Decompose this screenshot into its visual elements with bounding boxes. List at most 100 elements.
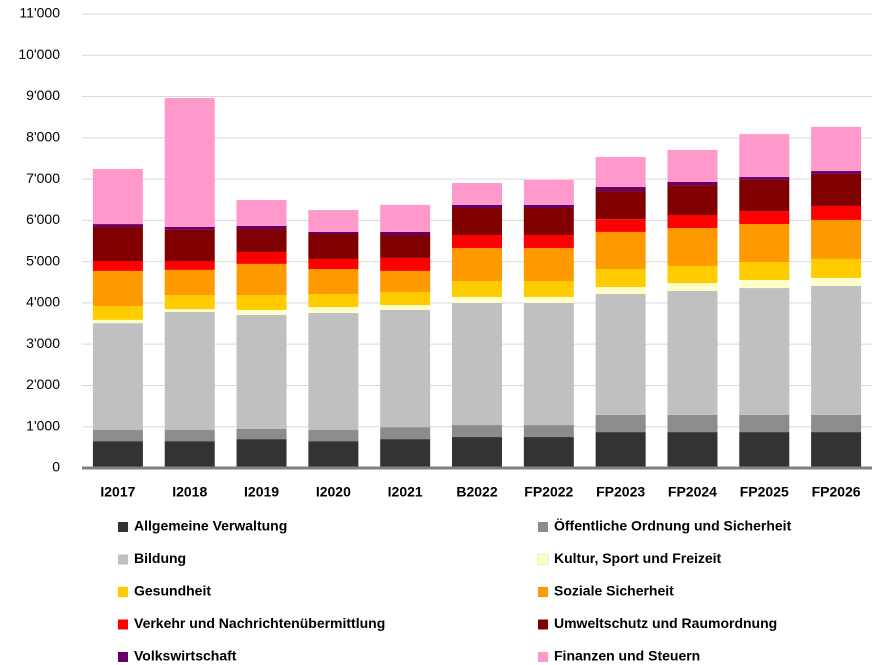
bar-segment [667, 185, 718, 215]
legend-label: Soziale Sicherheit [554, 583, 674, 599]
bar-segment [380, 231, 431, 236]
legend-marker [538, 652, 548, 662]
x-tick-label: FP2026 [812, 484, 861, 500]
bar-segment [811, 205, 862, 220]
bar-segment [164, 295, 215, 310]
bar-segment [380, 291, 431, 305]
bar-segment [667, 432, 718, 468]
bar-segment [523, 425, 574, 438]
bar-segment [308, 258, 359, 270]
bar-segment [164, 97, 215, 227]
y-tick-label: 11'000 [19, 5, 60, 21]
x-tick-label: I2021 [388, 484, 423, 500]
bar-segment [739, 179, 790, 212]
bar-segment [380, 304, 431, 310]
y-tick-label: 10'000 [18, 46, 60, 62]
bar-segment [236, 295, 287, 310]
bar-segment [236, 225, 287, 230]
bar-segment [236, 439, 287, 468]
bar-segment [92, 441, 143, 468]
bar-segment [164, 229, 215, 262]
bar-segment [523, 437, 574, 468]
bar-segment [667, 214, 718, 228]
legend-label: Volkswirtschaft [134, 648, 237, 664]
bar-segment [380, 204, 431, 232]
bar-segment [811, 258, 862, 278]
y-tick-label: 1'000 [26, 417, 60, 433]
bar-segment [811, 414, 862, 433]
legend-marker [118, 554, 128, 565]
bar-segment [811, 173, 862, 206]
bar-segment [380, 257, 431, 271]
x-tick-label: FP2025 [740, 484, 789, 500]
bar-segment [164, 261, 215, 270]
x-tick-label: I2018 [172, 484, 207, 500]
x-tick-label: B2022 [456, 484, 497, 500]
legend-marker [118, 522, 128, 532]
y-tick-label: 6'000 [26, 211, 60, 227]
bar-segment [452, 248, 502, 282]
bar-segment [667, 149, 718, 182]
bar-segment [164, 311, 215, 431]
legend-label: Umweltschutz und Raumordnung [554, 615, 777, 631]
bar-segment [595, 414, 646, 433]
legend-marker [538, 587, 548, 597]
bar-segment [811, 219, 862, 259]
bar-segment [595, 231, 646, 270]
bar-segment [523, 204, 574, 208]
bar-segment [739, 288, 790, 415]
y-tick-label: 9'000 [26, 87, 60, 103]
bar-segment [667, 265, 718, 284]
bar-segment [739, 262, 790, 281]
bar-segment [92, 306, 143, 320]
bar-segment [667, 283, 718, 291]
bar-segment [811, 277, 862, 286]
bar-segment [308, 430, 359, 442]
y-tick-label: 8'000 [26, 129, 60, 145]
bar-segment [595, 219, 646, 232]
bar-segment [452, 183, 502, 205]
bar-segment [92, 323, 143, 431]
bar-segment [595, 287, 646, 295]
x-tick-label: FP2024 [668, 484, 717, 500]
bar-segment [739, 211, 790, 225]
bar-segment [236, 199, 287, 226]
bar-segment [236, 309, 287, 315]
x-tick-label: I2017 [100, 484, 135, 500]
legend-label: Öffentliche Ordnung und Sicherheit [554, 518, 792, 534]
bar-segment [164, 309, 215, 312]
bar-segment [236, 251, 287, 264]
bar-segment [92, 224, 143, 227]
y-tick-label: 0 [52, 459, 60, 475]
bar-segment [452, 302, 502, 426]
bar-segment [811, 432, 862, 468]
bar-segment [523, 235, 574, 249]
bar-segment [164, 269, 215, 296]
bar-segment [523, 281, 574, 297]
bar-segment [595, 157, 646, 187]
bar-segment [452, 207, 502, 236]
bar-segment [452, 235, 502, 249]
bar-segment [380, 427, 431, 440]
bar-segment [92, 226, 143, 262]
bar-segment [308, 269, 359, 295]
bar-segment [811, 171, 862, 174]
bar-segment [308, 294, 359, 308]
bar-segment [452, 296, 502, 303]
x-tick-label: I2019 [244, 484, 279, 500]
y-tick-label: 4'000 [26, 294, 60, 310]
legend-label: Gesundheit [134, 583, 211, 599]
bar-segment [595, 191, 646, 220]
y-tick-label: 5'000 [26, 252, 60, 268]
x-tick-label: I2020 [316, 484, 351, 500]
legend-marker [118, 652, 128, 662]
bar-segment [308, 210, 359, 232]
bar-segment [380, 270, 431, 292]
bar-segment [523, 179, 574, 205]
bar-segment [523, 302, 574, 426]
bar-segment [452, 204, 502, 208]
bar-segment [308, 233, 359, 259]
bar-segment [164, 226, 215, 230]
legend-marker [118, 619, 128, 630]
